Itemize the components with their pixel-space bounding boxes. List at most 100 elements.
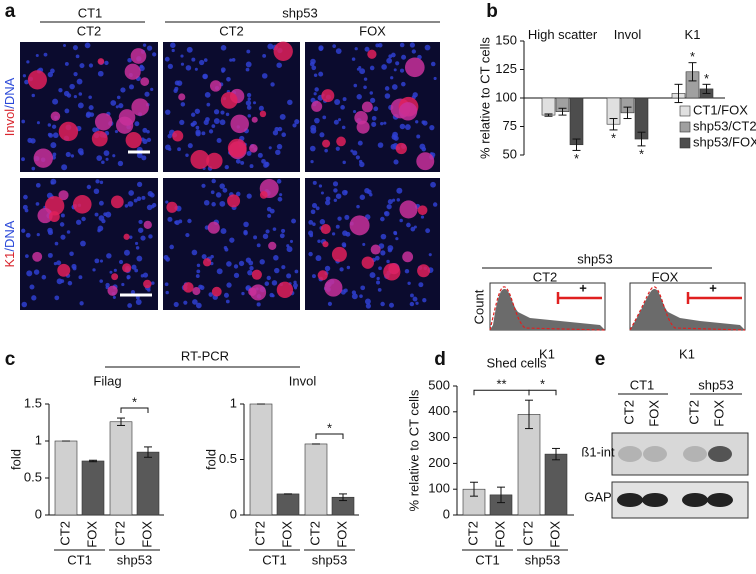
nucleus <box>324 265 331 272</box>
nucleus <box>411 49 417 54</box>
nucleus <box>191 57 196 62</box>
nucleus <box>293 280 297 284</box>
nucleus <box>58 88 63 93</box>
nucleus <box>52 132 59 139</box>
nucleus <box>359 294 363 298</box>
bar <box>136 451 160 516</box>
column-label: CT2 <box>219 23 244 38</box>
nucleus <box>383 121 387 125</box>
nucleus <box>410 293 414 298</box>
nucleus <box>105 157 109 161</box>
nucleus <box>151 202 157 208</box>
legend-swatch <box>679 137 691 149</box>
nucleus <box>88 63 94 68</box>
nucleus <box>146 137 152 142</box>
nucleus <box>211 124 216 129</box>
nucleus <box>136 255 143 262</box>
nucleus <box>404 268 410 274</box>
nucleus <box>170 42 176 48</box>
nucleus <box>73 95 77 99</box>
nucleus <box>118 103 124 109</box>
nucleus <box>352 150 358 156</box>
y-tick-label: 1.5 <box>24 395 42 410</box>
stained-cell <box>227 194 241 208</box>
nucleus <box>422 298 427 303</box>
stained-cell <box>322 139 331 148</box>
y-tick-label: 0 <box>35 506 42 521</box>
nucleus <box>281 265 286 270</box>
nucleus <box>115 105 119 109</box>
stained-cell <box>111 273 119 281</box>
nucleus <box>325 200 331 206</box>
stained-cell <box>248 287 257 297</box>
lane-label: CT2 <box>621 400 636 425</box>
nucleus <box>386 57 393 64</box>
nucleus <box>317 239 321 243</box>
nucleus <box>222 187 228 193</box>
y-tick-label: 300 <box>428 429 450 444</box>
significance: * <box>574 151 579 166</box>
nucleus <box>151 281 155 285</box>
stained-cell <box>178 93 186 101</box>
group-label: shp53 <box>117 552 152 567</box>
stained-cell <box>354 111 368 125</box>
nucleus <box>369 65 375 71</box>
nucleus <box>192 120 197 126</box>
stained-cell <box>166 201 178 213</box>
nucleus <box>93 188 100 195</box>
nucleus <box>101 160 105 165</box>
bar <box>544 453 568 516</box>
nucleus <box>327 301 333 306</box>
nucleus <box>135 246 140 250</box>
stained-cell <box>251 269 262 280</box>
nucleus <box>246 150 252 156</box>
nucleus <box>334 99 341 105</box>
chart-title: Filag <box>93 373 121 388</box>
nucleus <box>271 280 278 286</box>
stained-cell <box>172 130 184 142</box>
nucleus <box>215 192 222 198</box>
nucleus <box>53 261 58 266</box>
nucleus <box>54 241 59 246</box>
nucleus <box>92 268 96 272</box>
nucleus <box>366 189 372 195</box>
legend-label: shp53/CT2 <box>693 118 756 133</box>
nucleus <box>233 264 239 269</box>
nucleus <box>318 71 324 77</box>
stained-cell <box>94 113 113 131</box>
nucleus <box>43 52 48 57</box>
nucleus <box>201 254 207 260</box>
nucleus <box>229 58 233 62</box>
nucleus <box>356 94 362 100</box>
nucleus <box>30 138 36 144</box>
nucleus <box>127 201 134 207</box>
nucleus <box>223 292 229 298</box>
nucleus <box>24 208 29 213</box>
nucleus <box>185 232 190 238</box>
nucleus <box>203 119 209 126</box>
nucleus <box>174 80 180 86</box>
nucleus <box>36 121 40 125</box>
nucleus <box>220 45 227 51</box>
stained-cell <box>417 205 428 216</box>
nucleus <box>47 123 52 127</box>
nucleus <box>65 151 71 158</box>
nucleus <box>262 53 267 58</box>
x-tick-label: FOX <box>334 521 349 548</box>
nucleus <box>60 213 65 218</box>
nucleus <box>363 85 367 90</box>
nucleus <box>140 274 145 278</box>
nucleus <box>335 48 342 54</box>
nucleus <box>213 118 220 125</box>
nucleus <box>389 302 394 308</box>
nucleus <box>358 66 362 70</box>
blot-band <box>618 446 642 462</box>
nucleus <box>84 42 91 49</box>
nucleus <box>123 249 130 256</box>
lane-label: FOX <box>646 400 661 427</box>
nucleus <box>291 218 297 224</box>
nucleus <box>129 235 133 240</box>
nucleus <box>337 216 342 221</box>
nucleus <box>47 252 53 258</box>
